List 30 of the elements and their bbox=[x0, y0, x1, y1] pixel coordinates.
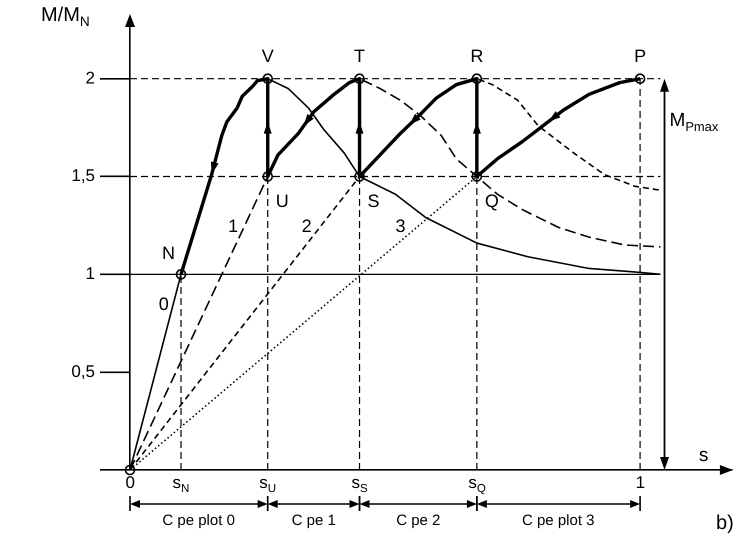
x-tick-label: s$_{Q}$ bbox=[468, 473, 486, 496]
x-tick-label: s$_{N}$ bbox=[172, 473, 190, 496]
series-label: 1 bbox=[228, 216, 238, 237]
text: b) bbox=[716, 512, 734, 535]
annotation: M$_{Pmax}$ bbox=[669, 110, 718, 134]
x-axis-title: s bbox=[698, 445, 708, 467]
series-label: 0 bbox=[158, 294, 169, 316]
annotation: R bbox=[470, 46, 484, 66]
x-tick-label: s$_{S}$ bbox=[352, 473, 368, 496]
annotation: P bbox=[634, 46, 646, 66]
annotation: Q bbox=[484, 190, 499, 212]
x-tick-label: 0 bbox=[126, 473, 135, 493]
annotation: T bbox=[354, 46, 366, 66]
x-tick-label: 1 bbox=[636, 473, 646, 493]
annotation: N bbox=[162, 243, 175, 264]
y-tick-label: 0,5 bbox=[71, 362, 95, 381]
text: C pe plot 0 bbox=[162, 512, 235, 530]
annotation: U bbox=[276, 190, 289, 212]
annotation: V bbox=[262, 46, 274, 66]
text: C pe plot 3 bbox=[522, 512, 595, 530]
y-tick-label: 1 bbox=[86, 264, 95, 284]
y-tick-label: 2 bbox=[86, 68, 95, 88]
annotation: S bbox=[368, 190, 380, 212]
y-axis-title: M/M$_{N}$ bbox=[41, 4, 90, 29]
text: C pe 2 bbox=[396, 512, 440, 530]
text: C pe 1 bbox=[292, 512, 336, 530]
series-label: 2 bbox=[302, 216, 312, 237]
series-label: 3 bbox=[395, 216, 406, 237]
x-tick-label: s$_{U}$ bbox=[259, 473, 276, 496]
y-tick-label: 1,5 bbox=[71, 166, 95, 186]
